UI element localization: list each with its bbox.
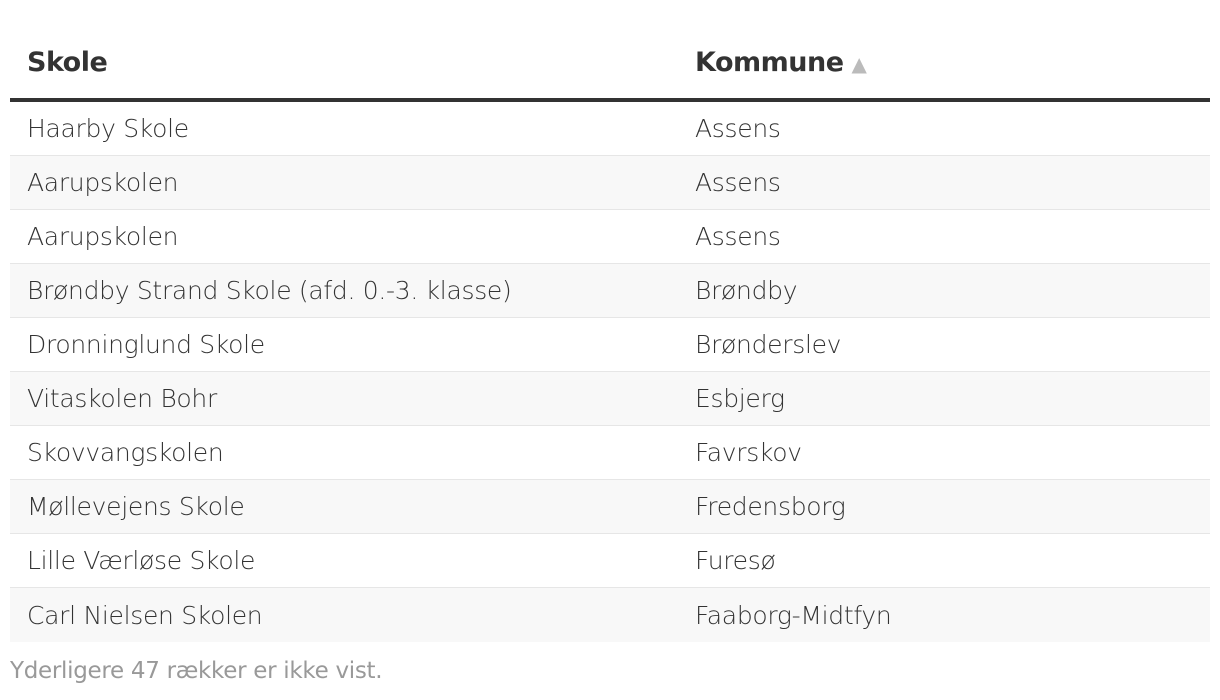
- cell-skole: Aarupskolen: [27, 168, 179, 197]
- cell-kommune: Brøndby: [695, 276, 798, 305]
- cell-kommune: Fredensborg: [695, 492, 846, 521]
- rows-hidden-note: Yderligere 47 rækker er ikke vist.: [10, 658, 383, 684]
- table-row: Aarupskolen Assens: [10, 210, 1210, 264]
- table-body: Haarby Skole Assens Aarupskolen Assens Aarup…: [10, 102, 1210, 642]
- cell-kommune: Assens: [695, 168, 781, 197]
- cell-skole: Lille Værløse Skole: [27, 546, 256, 575]
- cell-skole: Vitaskolen Bohr: [27, 384, 217, 413]
- cell-skole: Møllevejens Skole: [27, 492, 245, 521]
- table-row: Skovvangskolen Favrskov: [10, 426, 1210, 480]
- data-table: Skole Kommune ▲ Haarby Skole Assens Aarupsk…: [10, 0, 1210, 642]
- cell-kommune: Assens: [695, 222, 781, 251]
- cell-kommune: Furesø: [695, 546, 776, 575]
- cell-skole: Aarupskolen: [27, 222, 179, 251]
- cell-skole: Skovvangskolen: [27, 438, 224, 467]
- cell-skole: Haarby Skole: [27, 114, 189, 143]
- cell-skole: Dronninglund Skole: [27, 330, 265, 359]
- column-header-skole[interactable]: Skole: [27, 47, 108, 78]
- table-row: Lille Værløse Skole Furesø: [10, 534, 1210, 588]
- table-row: Møllevejens Skole Fredensborg: [10, 480, 1210, 534]
- table-row: Carl Nielsen Skolen Faaborg-Midtfyn: [10, 588, 1210, 642]
- cell-kommune: Brønderslev: [695, 330, 842, 359]
- cell-skole: Carl Nielsen Skolen: [27, 600, 263, 630]
- cell-kommune: Faaborg-Midtfyn: [695, 600, 892, 630]
- cell-kommune: Favrskov: [695, 438, 802, 467]
- cell-kommune: Esbjerg: [695, 384, 785, 413]
- table-row: Brøndby Strand Skole (afd. 0.-3. klasse)…: [10, 264, 1210, 318]
- table-row: Dronninglund Skole Brønderslev: [10, 318, 1210, 372]
- cell-skole: Brøndby Strand Skole (afd. 0.-3. klasse): [27, 276, 512, 305]
- table-row: Haarby Skole Assens: [10, 102, 1210, 156]
- table-row: Aarupskolen Assens: [10, 156, 1210, 210]
- sort-ascending-icon[interactable]: ▲: [851, 52, 867, 76]
- cell-kommune: Assens: [695, 114, 781, 143]
- table-header: Skole Kommune ▲: [10, 0, 1210, 102]
- column-header-kommune[interactable]: Kommune ▲: [695, 47, 867, 78]
- table-row: Vitaskolen Bohr Esbjerg: [10, 372, 1210, 426]
